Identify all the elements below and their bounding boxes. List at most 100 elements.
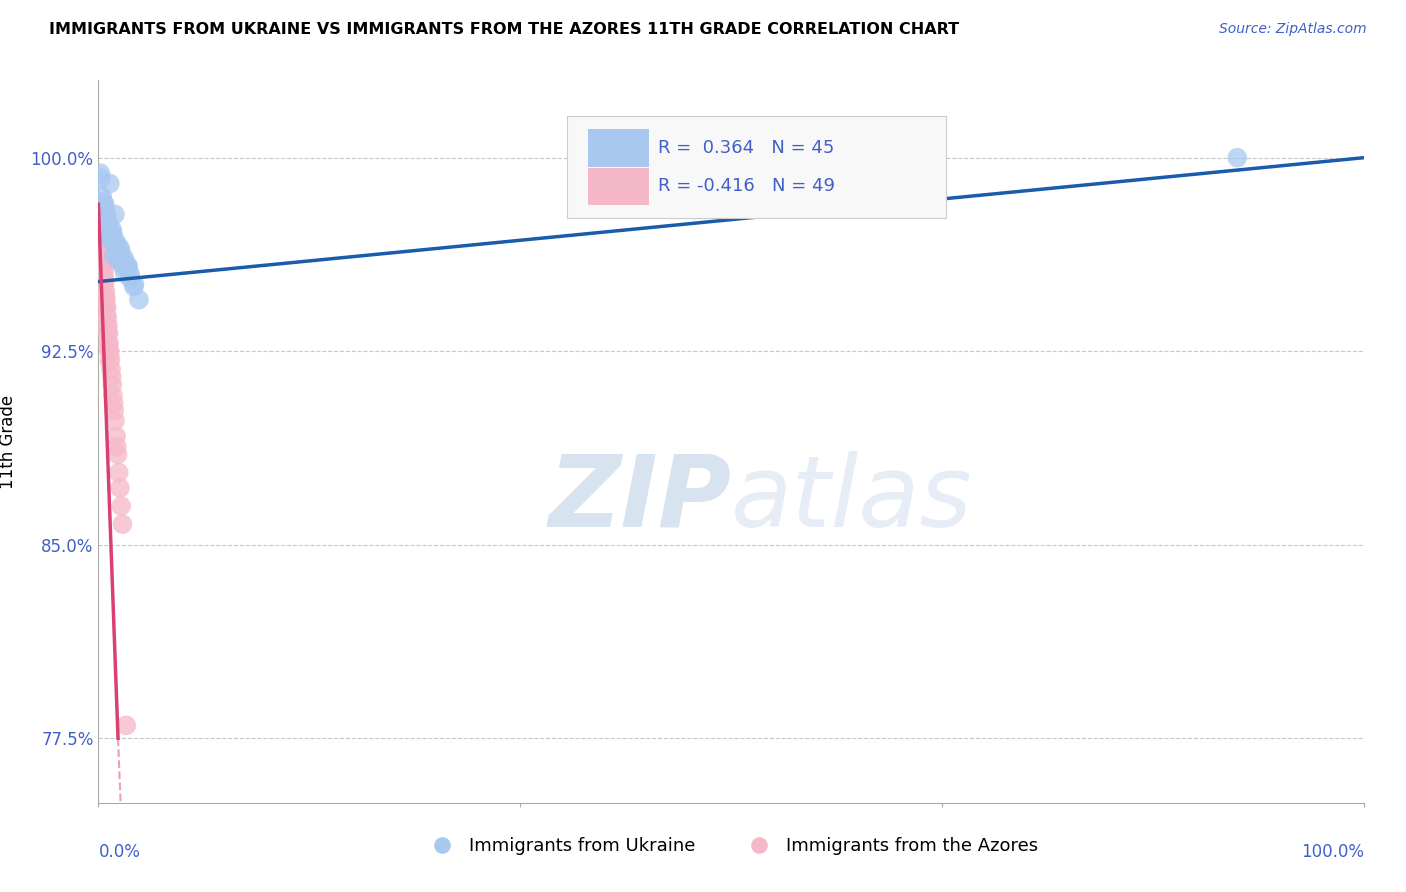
Point — [98, 344, 121, 359]
Point — [89, 215, 111, 229]
Text: ZIP: ZIP — [548, 450, 731, 548]
Point — [108, 481, 131, 495]
Point — [124, 277, 146, 292]
Point — [98, 218, 121, 232]
Point — [110, 499, 132, 513]
Point — [93, 282, 115, 296]
Point — [104, 238, 127, 252]
Point — [105, 429, 128, 443]
Point — [100, 362, 122, 376]
Text: R = -0.416   N = 49: R = -0.416 N = 49 — [658, 178, 835, 195]
Point — [89, 207, 111, 221]
Point — [100, 226, 122, 240]
Point — [108, 249, 131, 263]
Point — [91, 264, 114, 278]
Y-axis label: 11th Grade: 11th Grade — [0, 394, 17, 489]
Point — [91, 194, 114, 209]
Point — [96, 308, 118, 322]
Point — [111, 259, 134, 273]
Point — [90, 230, 112, 244]
Point — [98, 354, 121, 368]
Point — [97, 326, 120, 340]
Point — [105, 235, 128, 250]
Point — [90, 233, 112, 247]
Point — [117, 259, 139, 273]
Point — [93, 267, 115, 281]
Legend: Immigrants from Ukraine, Immigrants from the Azores: Immigrants from Ukraine, Immigrants from… — [418, 830, 1045, 863]
Point — [105, 440, 128, 454]
Point — [100, 370, 122, 384]
Point — [107, 466, 129, 480]
Point — [94, 285, 117, 299]
Point — [97, 220, 120, 235]
Point — [108, 241, 131, 255]
Point — [93, 253, 115, 268]
Text: 0.0%: 0.0% — [98, 843, 141, 861]
Point — [91, 189, 114, 203]
Point — [114, 267, 136, 281]
Point — [104, 207, 127, 221]
Point — [111, 517, 134, 532]
Point — [97, 336, 120, 351]
Point — [93, 202, 115, 217]
Point — [101, 223, 124, 237]
Point — [100, 233, 122, 247]
Point — [1226, 151, 1249, 165]
Point — [90, 223, 112, 237]
Point — [104, 414, 127, 428]
Point — [103, 403, 125, 417]
Point — [100, 351, 122, 366]
Text: 100.0%: 100.0% — [1301, 843, 1364, 861]
Text: Source: ZipAtlas.com: Source: ZipAtlas.com — [1219, 22, 1367, 37]
Point — [96, 215, 118, 229]
Point — [100, 228, 122, 243]
Point — [110, 244, 132, 258]
Point — [96, 310, 118, 325]
Point — [96, 210, 118, 224]
Point — [91, 249, 114, 263]
Point — [107, 447, 129, 461]
Point — [128, 293, 150, 307]
Point — [101, 388, 124, 402]
Point — [112, 252, 135, 266]
Point — [103, 233, 125, 247]
Point — [90, 241, 112, 255]
Point — [105, 241, 128, 255]
Point — [94, 293, 117, 307]
Point — [103, 396, 125, 410]
Point — [112, 253, 135, 268]
Point — [97, 344, 120, 359]
Point — [89, 212, 111, 227]
Point — [101, 228, 124, 243]
FancyBboxPatch shape — [588, 168, 648, 205]
Point — [112, 256, 135, 270]
Point — [97, 326, 120, 340]
Point — [96, 301, 118, 315]
Point — [120, 267, 141, 281]
Point — [93, 197, 117, 211]
Point — [107, 253, 129, 268]
Point — [91, 252, 114, 266]
Point — [93, 200, 115, 214]
Point — [89, 166, 111, 180]
Point — [93, 275, 117, 289]
Point — [103, 249, 125, 263]
Point — [120, 272, 142, 286]
Point — [97, 228, 120, 243]
Point — [94, 301, 117, 315]
Point — [94, 205, 117, 219]
Point — [115, 261, 138, 276]
Text: R =  0.364   N = 45: R = 0.364 N = 45 — [658, 139, 834, 157]
Point — [94, 290, 117, 304]
Point — [101, 377, 124, 392]
Point — [107, 246, 129, 260]
Point — [91, 244, 114, 258]
Point — [115, 718, 138, 732]
Point — [122, 279, 145, 293]
FancyBboxPatch shape — [567, 117, 946, 218]
Point — [94, 207, 117, 221]
FancyBboxPatch shape — [588, 129, 648, 167]
Point — [97, 318, 120, 333]
Point — [98, 177, 121, 191]
Point — [93, 272, 115, 286]
